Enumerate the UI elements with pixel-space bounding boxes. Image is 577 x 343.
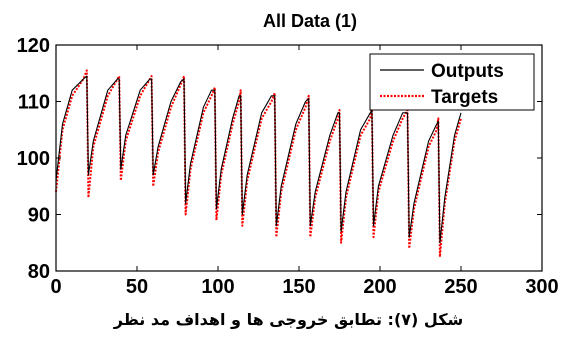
x-tick-label: 50 bbox=[126, 276, 148, 298]
x-tick-label: 150 bbox=[282, 276, 315, 298]
x-tick-label: 300 bbox=[525, 276, 558, 298]
x-tick-label: 200 bbox=[363, 276, 396, 298]
y-tick-label: 90 bbox=[28, 205, 50, 227]
y-tick-label: 120 bbox=[17, 35, 50, 57]
y-tick-label: 110 bbox=[18, 92, 50, 114]
series-line-outputs bbox=[55, 75, 462, 244]
legend-box bbox=[369, 53, 535, 111]
legend-label-outputs: Outputs bbox=[431, 61, 504, 82]
legend-label-targets: Targets bbox=[431, 87, 498, 108]
x-tick-label: 250 bbox=[444, 276, 477, 298]
x-tick-label: 100 bbox=[201, 276, 234, 298]
ticks-layer: 0 50 100 150 200 250 300 80 90 100 110 120 bbox=[17, 35, 559, 298]
legend: Outputs Targets bbox=[369, 53, 535, 111]
chart-title: All Data (1) bbox=[263, 11, 357, 31]
series-layer bbox=[55, 69, 462, 258]
y-tick-label: 80 bbox=[28, 261, 50, 283]
y-tick-label: 100 bbox=[17, 148, 50, 170]
figure-caption: شکل (۷): تطابق خروجی ها و اهداف مد نظر bbox=[113, 310, 464, 329]
x-tick-label: 0 bbox=[50, 276, 61, 298]
series-line-targets bbox=[55, 69, 462, 258]
